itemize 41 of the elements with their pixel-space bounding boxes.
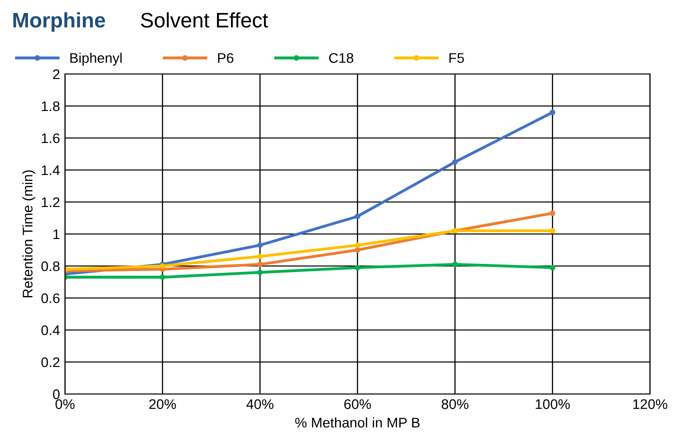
legend-label: Biphenyl [70,52,122,66]
legend-label: C18 [329,53,354,63]
x-axis-title: % Methanol in MP B [295,417,420,428]
chart-subtitle: Solvent Effect [140,12,268,28]
point [550,264,556,270]
point [354,214,360,220]
x-tick-label: 40% [246,399,274,410]
x-tick-label: 120% [633,399,668,410]
legend-label: P6 [218,53,234,63]
point [550,110,556,116]
y-tick-label: 1 [53,229,60,240]
y-tick-label: 2 [53,69,60,80]
point [354,247,360,253]
y-tick-label: 0.2 [41,357,60,368]
y-tick-label: 0.6 [41,293,60,304]
y-tick-label: 1.2 [42,197,60,208]
point [452,262,458,268]
y-axis-title: Retention Time (min) [22,170,36,298]
point [257,262,263,268]
point [160,274,166,280]
x-tick-label: 20% [149,399,176,410]
legend-label: F5 [449,53,464,63]
point [452,159,458,165]
y-tick-label: 1.8 [42,101,60,112]
x-tick-label: 80% [442,399,468,410]
point [257,254,263,260]
point [257,242,263,248]
y-tick-label: 0.8 [41,261,60,272]
point [354,242,360,248]
y-tick-label: 0 [52,389,60,400]
point [354,264,360,270]
y-tick-label: 1.4 [42,165,60,176]
point [550,228,556,234]
point [550,210,556,216]
point [257,270,263,276]
y-tick-label: 0.4 [41,325,60,336]
x-tick-label: 0% [56,399,75,410]
x-tick-label: 60% [344,399,371,410]
x-tick-label: 100% [536,399,570,410]
y-tick-label: 1.6 [42,133,60,144]
chart-title: Morphine [13,12,106,32]
